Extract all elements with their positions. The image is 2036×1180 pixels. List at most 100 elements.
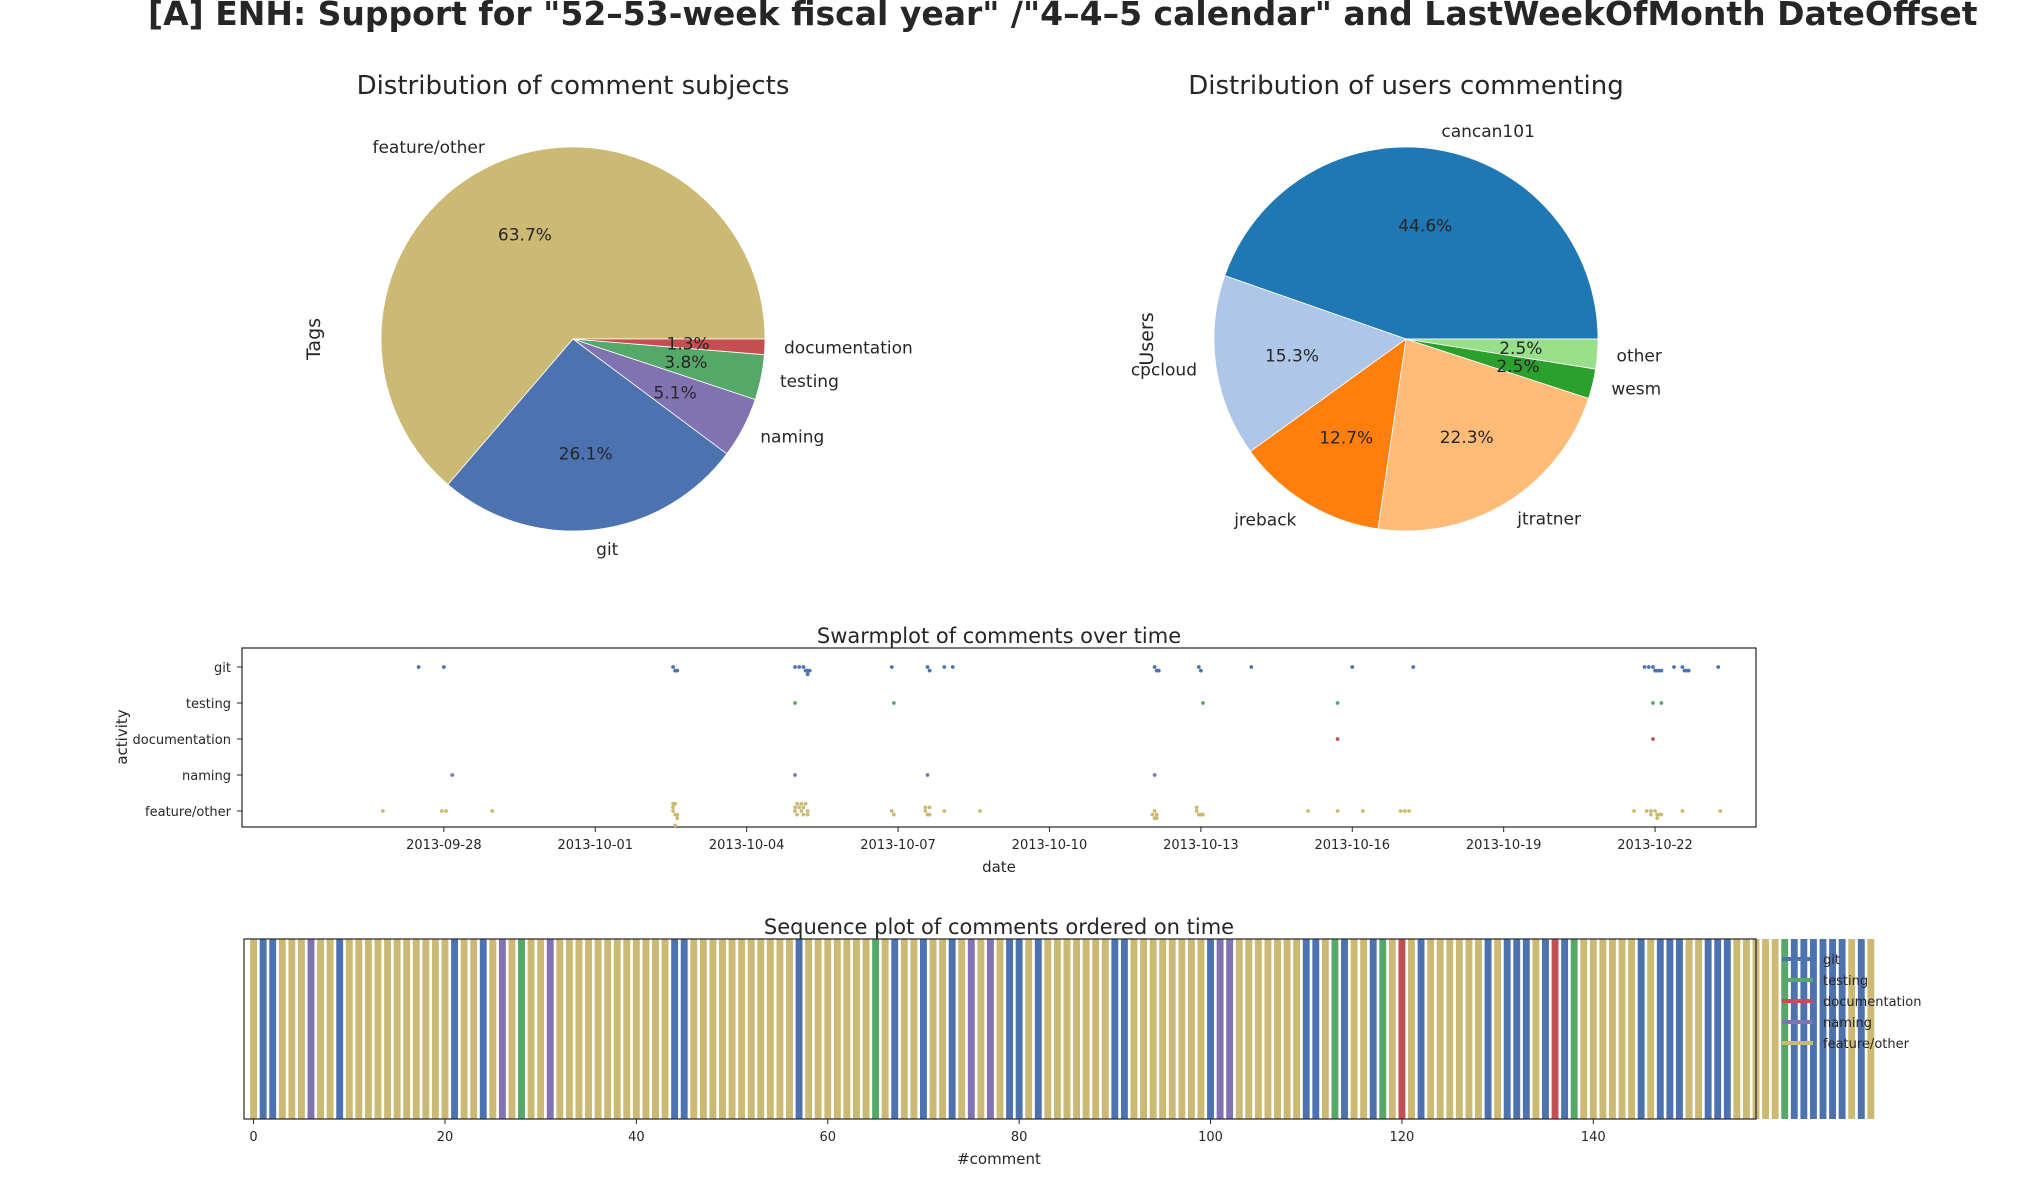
swarm-point-feature-other [444,809,448,813]
seq-bar-feature-other [1436,939,1444,1119]
seq-bar-git [891,939,899,1119]
seq-bar-feature-other [1293,939,1301,1119]
swarm-point-feature-other [1407,809,1411,813]
pie2-label-jtratner: jtratner [1516,509,1581,529]
seq-bar-testing [1331,939,1339,1119]
seq-bar-naming [1216,939,1224,1119]
seq-bar-testing [872,939,880,1119]
seq-xlabel: #comment [957,1150,1041,1168]
seq-bar-feature-other [1532,939,1540,1119]
seq-bar-feature-other [1044,939,1052,1119]
swarm-ytick-documentation: documentation [133,733,231,748]
swarm-point-feature-other [380,809,385,813]
pie2-label-cpcloud: cpcloud [1131,360,1197,380]
seq-bar-git [1800,939,1808,1119]
swarm-points [380,665,1723,828]
pie1-pct-naming: 5.1% [654,383,697,403]
seq-bar-feature-other [632,939,640,1119]
swarm-point-feature-other [1398,809,1403,813]
swarm-ylabel: activity [113,709,131,764]
seq-bar-naming [1226,939,1234,1119]
swarm-point-feature-other [490,809,495,813]
pie1-pct-testing: 3.8% [664,353,707,373]
pie1-label-git: git [596,540,619,560]
seq-bar-naming [498,939,506,1119]
seq-bar-git [1522,939,1530,1119]
seq-bar-feature-other [1848,939,1856,1119]
seq-bar-feature-other [556,939,564,1119]
seq-bar-feature-other [699,939,707,1119]
pie2-pct-cancan101: 44.6% [1398,216,1452,236]
seq-bar-git [479,939,487,1119]
seq-bar-git [795,939,803,1119]
swarm-point-testing [1659,701,1664,705]
seq-bar-git [1034,939,1042,1119]
seq-bar-git [1829,939,1837,1119]
seq-bar-feature-other [508,939,516,1119]
pie1-pct-documentation: 1.3% [667,335,710,355]
seq-bar-feature-other [1628,939,1636,1119]
swarm-point-feature-other [1402,809,1407,813]
swarm-point-feature-other [671,801,675,806]
seq-bar-documentation [1551,939,1559,1119]
seq-bar-feature-other [728,939,736,1119]
seq-bar-testing [1570,939,1578,1119]
seq-bar-git [671,939,679,1119]
swarm-point-feature-other [1194,805,1199,810]
pie1-slice-documentation [572,338,766,356]
seq-bar-feature-other [1427,939,1435,1119]
seq-bar-feature-other [565,939,573,1119]
swarm-point-feature-other [1680,809,1685,813]
seq-bar-feature-other [1197,939,1205,1119]
pie1-slice-feature-other [380,146,766,486]
legend-label-feature-other: feature/other [1823,1037,1910,1052]
swarm-point-git [675,668,680,673]
seq-bar-feature-other [1360,939,1368,1119]
seq-bar-feature-other [996,939,1004,1119]
swarm-point-git [1350,665,1355,669]
seq-bar-feature-other [786,939,793,1119]
pie1-label-documentation: documentation [784,339,913,359]
seq-bar-feature-other [642,939,650,1119]
seq-bar-feature-other [613,939,621,1119]
seq-bar-feature-other [1254,939,1262,1119]
seq-bar-feature-other [1455,939,1463,1119]
seq-bar-feature-other [1599,939,1607,1119]
swarm-point-git [1642,665,1647,669]
seq-bar-feature-other [537,939,545,1119]
seq-bar-feature-other [1187,939,1195,1119]
seq-bar-git [259,939,267,1119]
seq-bar-feature-other [1771,939,1779,1119]
seq-bar-git [1809,939,1817,1119]
seq-bar-feature-other [297,939,305,1119]
seq-bar-git [1006,939,1014,1119]
swarm-point-naming [450,773,455,777]
seq-bars [250,939,1875,1119]
seq-bar-git [1417,939,1425,1119]
figure-title: [A] ENH: Support for "52–53-week fiscal … [148,0,1978,33]
swarm-point-naming [925,773,930,777]
swarm-point-feature-other [1360,809,1365,813]
swarm-point-feature-other [927,805,932,810]
pie-chart-users-commenting: Distribution of users commenting Users 4… [1131,71,1662,532]
swarm-point-feature-other [923,805,928,810]
seq-bar-feature-other [709,939,717,1119]
seq-bar-feature-other [1475,939,1482,1119]
seq-bar-feature-other [393,939,401,1119]
seq-bar-git [1120,939,1128,1119]
seq-xtick-60: 60 [819,1130,836,1145]
seq-bar-feature-other [881,939,889,1119]
swarm-point-feature-other [795,812,800,817]
swarm-point-git [1716,665,1721,669]
swarm-axes-frame [241,647,1757,828]
seq-bar-git [1341,939,1348,1119]
swarm-point-feature-other [801,812,806,817]
swarm-point-git [807,668,812,673]
pie1-label-testing: testing [780,372,839,392]
seq-bar-git [451,939,458,1119]
swarm-ytick-testing: testing [186,697,231,712]
swarm-point-feature-other [1194,809,1199,813]
seq-bar-git [1637,939,1645,1119]
swarm-point-feature-other [1335,809,1340,813]
seq-bar-git [1704,939,1712,1119]
